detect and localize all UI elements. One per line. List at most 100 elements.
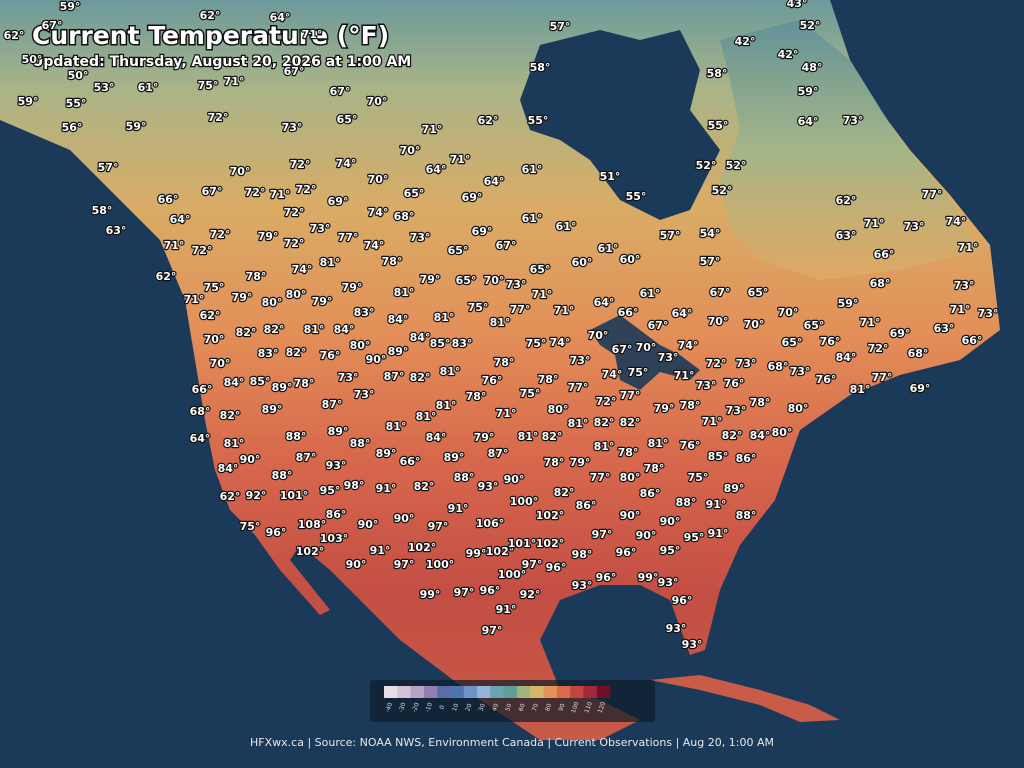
great-lakes [590, 315, 700, 390]
station-temp: 70° [210, 357, 231, 370]
station-temp: 51° [600, 170, 621, 183]
station-temp: 55° [708, 119, 729, 132]
legend-label: 20 [464, 703, 473, 713]
station-temp: 90° [394, 512, 415, 525]
station-temp: 78° [544, 456, 565, 469]
station-temp: 71° [674, 369, 695, 382]
station-temp: 81° [490, 316, 511, 329]
legend-label: 0 [438, 704, 446, 710]
legend-swatch [583, 686, 598, 698]
station-temp: 80° [548, 403, 569, 416]
station-temp: 75° [628, 366, 649, 379]
station-temp: 67° [330, 85, 351, 98]
station-temp: 79° [342, 281, 363, 294]
legend-label: 50 [504, 703, 513, 713]
station-temp: 96° [480, 584, 501, 597]
station-temp: 88° [676, 496, 697, 509]
station-temp: 55° [528, 114, 549, 127]
legend-swatch [463, 686, 478, 698]
station-temp: 91° [706, 498, 727, 511]
station-temp: 66° [874, 248, 895, 261]
station-temp: 91° [448, 502, 469, 515]
station-temp: 61° [522, 163, 543, 176]
station-temp: 77° [510, 303, 531, 316]
station-temp: 42° [735, 35, 756, 48]
station-temp: 70° [368, 173, 389, 186]
station-temp: 81° [568, 417, 589, 430]
station-temp: 60° [620, 253, 641, 266]
station-temp: 68° [908, 347, 929, 360]
station-temp: 71° [532, 288, 553, 301]
station-temp: 72° [192, 244, 213, 257]
station-temp: 74° [368, 206, 389, 219]
station-temp: 50° [22, 53, 43, 66]
station-temp: 62° [4, 29, 25, 42]
station-temp: 76° [482, 374, 503, 387]
station-temp: 66° [400, 455, 421, 468]
station-temp: 64° [270, 11, 291, 24]
station-temp: 77° [872, 371, 893, 384]
station-temp: 75° [520, 387, 541, 400]
station-temp: 91° [708, 527, 729, 540]
station-temp: 100° [426, 558, 454, 571]
station-temp: 83° [452, 337, 473, 350]
station-temp: 57° [550, 20, 571, 33]
station-temp: 67° [710, 286, 731, 299]
station-temp: 82° [722, 429, 743, 442]
station-temp: 61° [598, 242, 619, 255]
station-temp: 82° [620, 416, 641, 429]
station-temp: 84° [334, 323, 355, 336]
station-temp: 82° [594, 416, 615, 429]
station-temp: 67° [202, 185, 223, 198]
station-temp: 89° [272, 381, 293, 394]
station-temp: 96° [596, 571, 617, 584]
station-temp: 73° [726, 404, 747, 417]
station-temp: 97° [482, 624, 503, 637]
station-temp: 52° [726, 159, 747, 172]
station-temp: 96° [266, 526, 287, 539]
station-temp: 59° [60, 0, 81, 13]
station-temp: 65° [404, 187, 425, 200]
station-temp: 42° [778, 48, 799, 61]
station-temp: 99° [638, 571, 659, 584]
station-temp: 93° [682, 638, 703, 651]
station-temp: 74° [946, 215, 967, 228]
station-temp: 86° [576, 499, 597, 512]
hudson-bay [520, 30, 720, 220]
legend-label: 80 [544, 703, 553, 713]
station-temp: 102° [408, 541, 436, 554]
legend-label: -40 [384, 702, 394, 714]
station-temp: 64° [594, 296, 615, 309]
station-temp: 87° [322, 398, 343, 411]
legend-swatch [397, 686, 411, 698]
station-temp: 93° [658, 576, 679, 589]
title: Current Temperature (°F) [32, 21, 389, 50]
station-temp: 79° [312, 295, 333, 308]
station-temp: 78° [538, 373, 559, 386]
station-temp: 63° [934, 322, 955, 335]
station-temp: 70° [778, 306, 799, 319]
station-temp: 62° [836, 194, 857, 207]
station-temp: 67° [42, 19, 63, 32]
legend-swatch [503, 686, 518, 698]
station-temp: 65° [530, 263, 551, 276]
station-temp: 64° [672, 307, 693, 320]
station-temp: 89° [376, 447, 397, 460]
station-temp: 91° [370, 544, 391, 557]
station-temp: 80° [788, 402, 809, 415]
station-temp: 89° [388, 345, 409, 358]
station-temp: 71° [860, 316, 881, 329]
station-temp: 90° [504, 473, 525, 486]
station-temp: 65° [456, 274, 477, 287]
station-temp: 81° [594, 440, 615, 453]
station-temp: 73° [736, 357, 757, 370]
legend-label: 120 [597, 701, 608, 714]
station-temp: 59° [126, 120, 147, 133]
station-temp: 90° [366, 353, 387, 366]
station-temp: 69° [472, 225, 493, 238]
station-temp: 64° [484, 175, 505, 188]
station-temp: 74° [602, 368, 623, 381]
station-temp: 61° [640, 287, 661, 300]
station-temp: 80° [262, 296, 283, 309]
